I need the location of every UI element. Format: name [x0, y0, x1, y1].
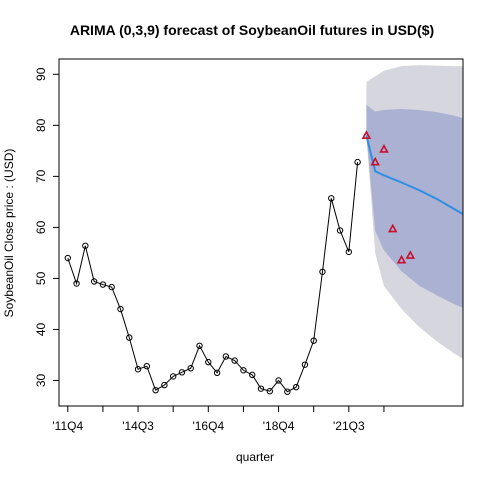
x-axis-label: quarter [236, 450, 274, 464]
observed-point [231, 357, 238, 364]
actual-point [405, 250, 416, 259]
observed-point [222, 353, 230, 360]
observed-point [310, 337, 317, 344]
observed-point [292, 383, 300, 391]
observed-line-layer [67, 162, 359, 393]
observed-point [126, 334, 133, 341]
observed-point [169, 373, 177, 380]
observed-point [117, 305, 124, 313]
observed-point [249, 371, 256, 379]
observed-point [73, 280, 80, 287]
y-tick-label: 70 [34, 169, 48, 183]
y-tick-label: 40 [34, 322, 48, 336]
observed-point [64, 254, 71, 262]
actual-point [396, 254, 407, 264]
y-axis: 30 40 50 60 70 80 90 [34, 67, 59, 387]
x-tick-label: '14Q3 [122, 419, 154, 433]
band-80-area [366, 104, 463, 309]
observed-point [301, 361, 309, 368]
data-points-layer [64, 130, 416, 395]
forecast-series-line [365, 135, 464, 215]
observed-point [196, 342, 203, 349]
observed-point [134, 366, 142, 373]
observed-point [275, 377, 282, 384]
confidence-bands [366, 65, 463, 360]
observed-point [82, 242, 89, 249]
actual-point [387, 223, 398, 233]
x-axis: '11Q4 '14Q3 '16Q4 '18Q4 '21Q3 [52, 406, 385, 433]
observed-point [205, 358, 212, 366]
observed-point [108, 283, 115, 291]
actual-point [370, 156, 380, 166]
observed-point [319, 268, 326, 275]
x-tick-label: '18Q4 [263, 419, 295, 433]
observed-point [213, 369, 221, 377]
plot-frame [58, 58, 464, 407]
observed-point [284, 388, 291, 395]
observed-point [99, 281, 107, 288]
x-tick-label: '16Q4 [192, 419, 224, 433]
observed-point [328, 195, 335, 202]
y-tick-label: 30 [34, 373, 48, 387]
observed-point [354, 158, 361, 166]
y-tick-label: 60 [34, 220, 48, 234]
observed-point [187, 365, 194, 372]
observed-point [90, 278, 98, 285]
y-axis-label: SoybeanOil Close price : (USD) [2, 149, 16, 318]
observed-point [240, 367, 247, 374]
x-tick-label: '11Q4 [52, 419, 83, 433]
observed-point [336, 227, 344, 234]
observed-series-line [67, 162, 359, 393]
observed-point [152, 386, 159, 394]
x-tick-label: '21Q3 [333, 419, 365, 433]
observed-point [161, 381, 168, 389]
observed-point [178, 369, 186, 376]
y-tick-label: 90 [34, 67, 48, 81]
observed-point [257, 385, 265, 392]
y-tick-label: 80 [34, 118, 48, 132]
forecast-line-layer [365, 135, 464, 215]
y-tick-label: 50 [34, 271, 48, 285]
actual-point [379, 144, 389, 153]
actual-point [361, 130, 372, 139]
chart-title: ARIMA (0,3,9) forecast of SoybeanOil fut… [70, 22, 434, 38]
observed-point [266, 388, 273, 395]
observed-point [143, 362, 151, 370]
observed-point [345, 248, 353, 256]
